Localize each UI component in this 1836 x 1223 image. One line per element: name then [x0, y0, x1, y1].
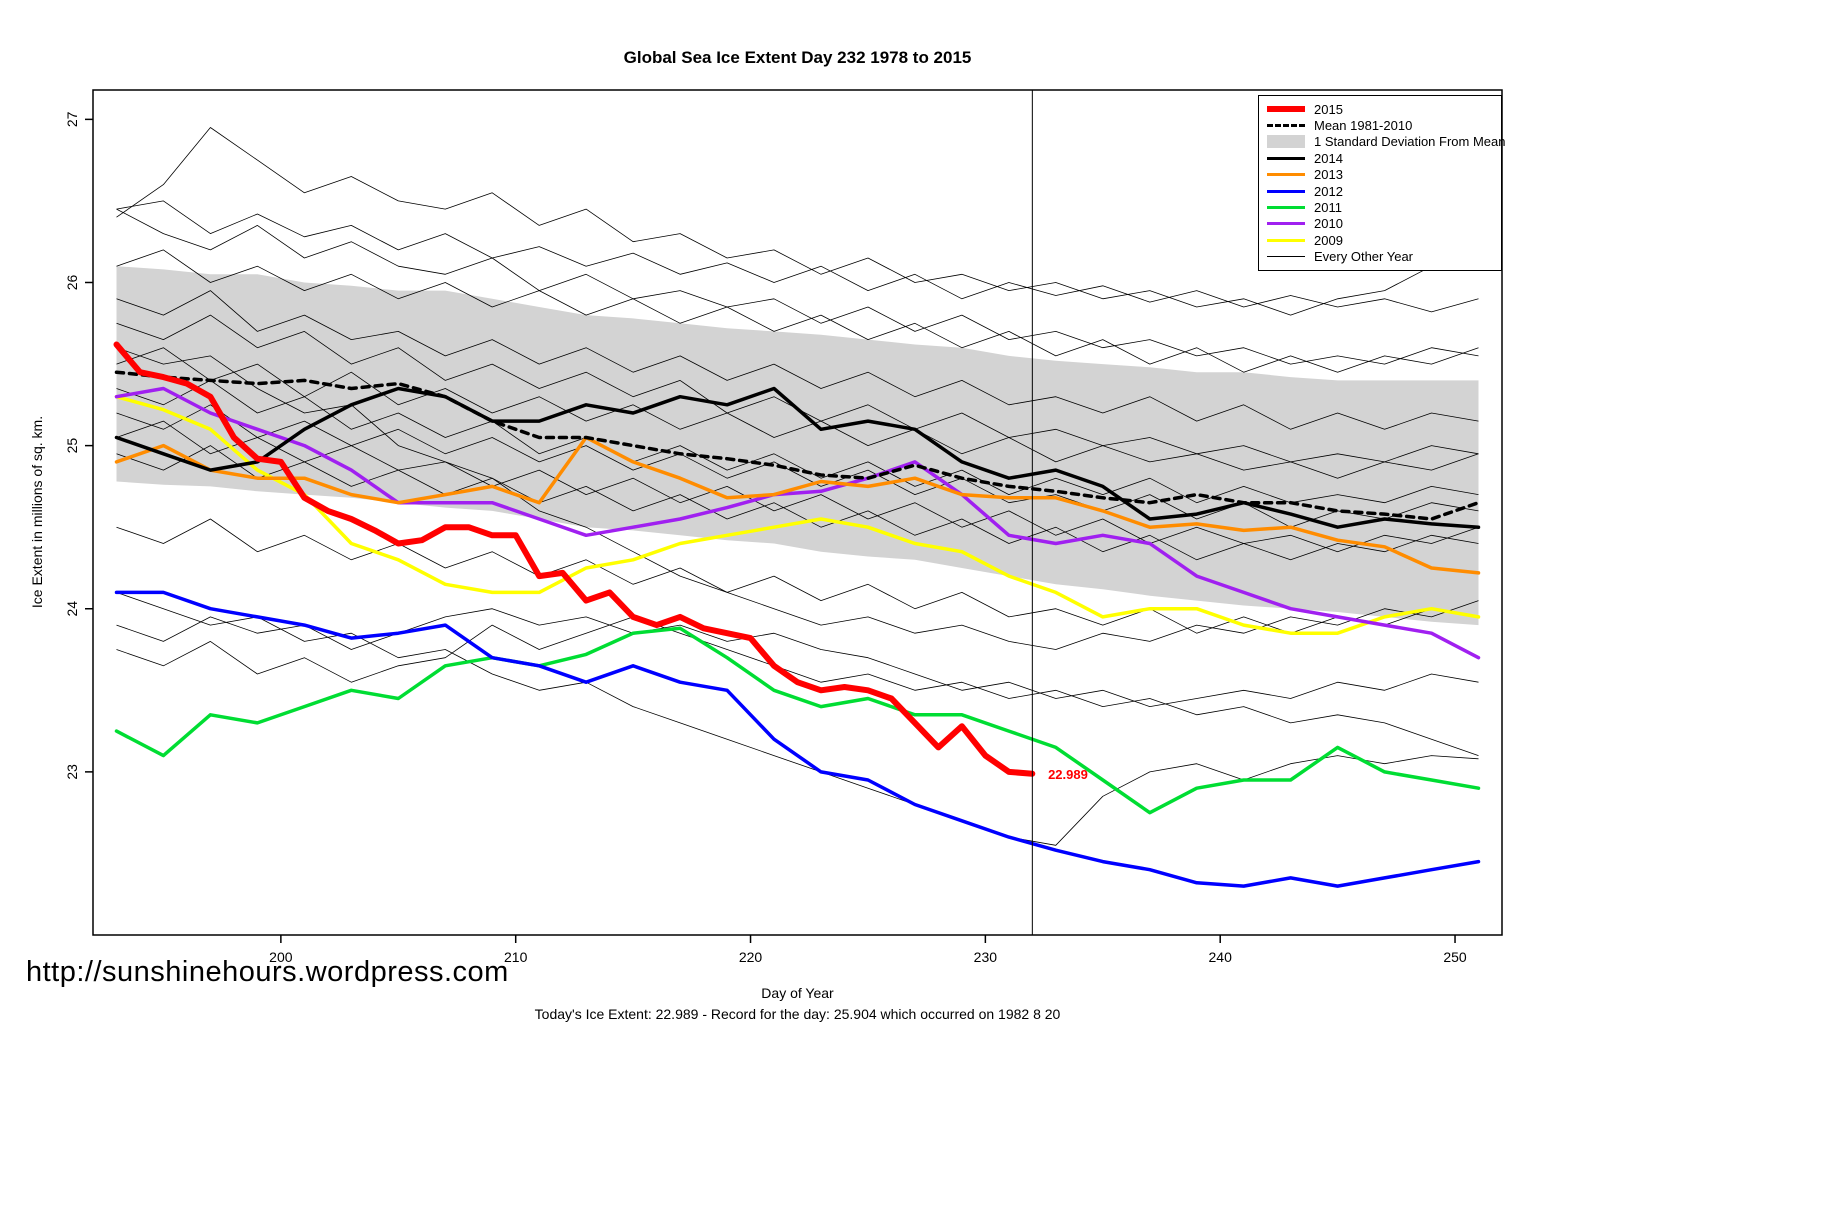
other-year-line-5: [116, 347, 1479, 479]
legend-item-2009: 2009: [1267, 232, 1493, 248]
legend-line-swatch: [1267, 238, 1305, 242]
legend-line-sample: [1267, 189, 1305, 193]
x-tick-label: 250: [1443, 949, 1467, 965]
other-year-line-3: [116, 208, 1479, 365]
x-tick-label: 210: [504, 949, 528, 965]
x-axis-label: Day of Year: [761, 985, 834, 1001]
std-deviation-band: [116, 266, 1479, 626]
legend-line-swatch: [1267, 156, 1305, 160]
other-year-line-2: [116, 127, 1479, 316]
legend-item-1-standard-deviation-from-mean: 1 Standard Deviation From Mean: [1267, 134, 1505, 150]
series-line-2014: [114, 386, 1481, 529]
other-year-line-13: [116, 249, 1479, 373]
other-year-line-9: [116, 616, 1479, 756]
y-tick-label: 25: [64, 438, 80, 454]
current-value-annotation: 22.989: [1048, 766, 1088, 782]
legend-label: 2015: [1314, 101, 1343, 117]
legend-line-sample: [1267, 106, 1305, 113]
legend-item-2015: 2015: [1267, 101, 1493, 117]
legend-line-swatch: [1267, 173, 1305, 177]
legend-label: 2013: [1314, 167, 1343, 183]
legend-line-sample: [1267, 124, 1305, 128]
legend-line-sample: [1267, 156, 1305, 160]
legend-item-mean-1981-2010: Mean 1981-2010: [1267, 117, 1493, 133]
legend-label: 2010: [1314, 216, 1343, 232]
legend-label: Mean 1981-2010: [1314, 118, 1413, 134]
legend-line-swatch: [1267, 256, 1305, 258]
series-line-mean-1981-2010: [114, 370, 1481, 521]
other-year-line-16: [116, 420, 1479, 553]
legend-item-every-other-year: Every Other Year: [1267, 249, 1493, 265]
legend-label: 2011: [1314, 200, 1342, 216]
legend-item-2012: 2012: [1267, 183, 1493, 199]
legend-line-swatch: [1267, 222, 1305, 226]
series-line-2013: [114, 435, 1481, 575]
series-line-2011: [114, 626, 1481, 815]
y-tick-label: 26: [64, 274, 80, 290]
legend-item-2011: 2011: [1267, 199, 1493, 215]
x-tick-label: 240: [1209, 949, 1233, 965]
watermark-url: http://sunshinehours.wordpress.com: [26, 956, 509, 988]
plot-border: [92, 89, 1503, 936]
legend-line-sample: [1267, 206, 1305, 210]
legend-item-2013: 2013: [1267, 167, 1493, 183]
legend-line-sample: [1267, 256, 1305, 258]
other-year-line-15: [116, 379, 1479, 504]
legend-line-swatch: [1267, 124, 1305, 128]
series-line-2012: [114, 590, 1481, 888]
series-line-2010: [114, 386, 1481, 660]
legend-line-sample: [1267, 222, 1305, 226]
legend-line-swatch: [1267, 206, 1305, 210]
legend-item-2014: 2014: [1267, 150, 1493, 166]
other-year-line-1: [116, 200, 1479, 313]
chart-title: Global Sea Ice Extent Day 232 1978 to 20…: [623, 48, 972, 67]
legend: 2015 Mean 1981-2010 1 Standard Deviation F…: [1258, 95, 1505, 271]
other-year-line-8: [116, 518, 1479, 634]
legend-label: 1 Standard Deviation From Mean: [1314, 134, 1506, 150]
other-year-line-12: [116, 347, 1479, 650]
legend-label: Every Other Year: [1314, 249, 1413, 265]
legend-line-sample: [1267, 238, 1305, 242]
x-tick-label: 230: [974, 949, 998, 965]
other-year-line-7: [116, 445, 1479, 561]
y-tick-label: 24: [64, 601, 80, 617]
legend-label: 2012: [1314, 183, 1343, 199]
legend-label: 2014: [1314, 150, 1343, 166]
y-tick-label: 23: [64, 764, 80, 780]
legend-item-2010: 2010: [1267, 216, 1493, 232]
other-year-line-6: [116, 404, 1479, 528]
other-year-line-4: [116, 290, 1479, 430]
series-line-2015: [113, 341, 1036, 777]
other-year-line-11: [116, 608, 1479, 707]
series-line-2009: [114, 394, 1481, 635]
legend-line-sample: [1267, 173, 1305, 177]
legend-band-swatch: [1267, 135, 1305, 149]
footer-caption: Today's Ice Extent: 22.989 - Record for …: [534, 1006, 1061, 1022]
y-tick-label: 27: [64, 111, 80, 127]
legend-line-swatch: [1267, 106, 1305, 113]
legend-line-swatch: [1267, 189, 1305, 193]
x-tick-label: 220: [739, 949, 763, 965]
legend-label: 2009: [1314, 232, 1343, 248]
x-tick-label: 200: [269, 949, 293, 965]
